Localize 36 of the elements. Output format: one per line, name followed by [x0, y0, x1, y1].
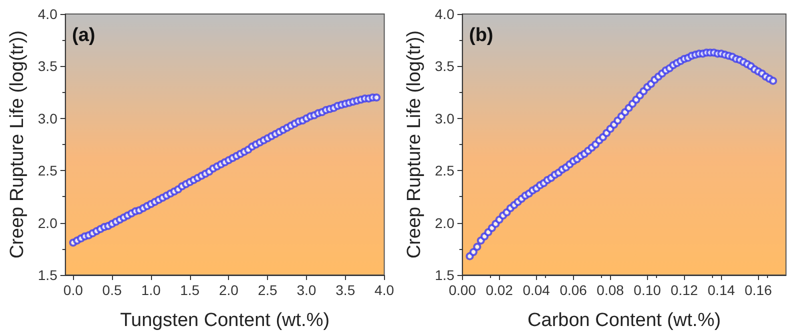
x-axis-title: Tungsten Content (wt.%)	[120, 310, 330, 331]
y-tick-label: 3.0	[434, 110, 455, 126]
x-tick-label: 3.0	[296, 282, 316, 298]
x-tick-label: 0.04	[522, 282, 550, 298]
x-tick-label: 0.08	[596, 282, 624, 298]
y-tick-label: 2.0	[38, 214, 58, 231]
y-tick-label: 3.5	[38, 58, 58, 74]
y-tick-label: 3.0	[38, 110, 58, 126]
x-tick-label: 0.0	[63, 282, 84, 298]
y-tick-label: 3.5	[434, 58, 455, 74]
x-tick-label: 2.0	[218, 282, 239, 298]
x-tick-label: 0.16	[744, 282, 772, 298]
x-tick-label: 4.0	[374, 282, 394, 298]
y-tick-label: 4.0	[434, 6, 455, 22]
x-tick-label: 0.5	[102, 282, 122, 298]
annotation: (b)	[469, 25, 494, 46]
y-tick-label: 2.0	[434, 214, 455, 231]
y-tick-label: 1.5	[38, 267, 58, 283]
x-tick-label: 2.5	[258, 282, 278, 298]
annotation: (a)	[72, 25, 96, 46]
x-axis-title: Carbon Content (wt.%)	[528, 310, 721, 331]
y-tick-label: 1.5	[434, 267, 455, 283]
x-tick-label: 1.0	[141, 282, 161, 298]
x-tick-label: 0.10	[634, 282, 662, 298]
y-tick-label: 2.5	[38, 162, 58, 179]
x-tick-label: 0.12	[670, 282, 698, 298]
x-tick-label: 0.00	[448, 282, 476, 298]
y-axis-title: Creep Rupture Life (log(tr))	[404, 30, 425, 259]
x-tick-label: 3.5	[336, 282, 356, 298]
x-tick-label: 1.5	[180, 282, 200, 298]
x-tick-label: 0.14	[708, 282, 736, 298]
y-axis-title: Creep Rupture Life (log(tr))	[7, 30, 28, 259]
y-tick-label: 4.0	[38, 6, 58, 22]
x-tick-label: 0.02	[486, 282, 514, 298]
y-tick-label: 2.5	[434, 162, 455, 179]
x-tick-label: 0.06	[560, 282, 588, 298]
